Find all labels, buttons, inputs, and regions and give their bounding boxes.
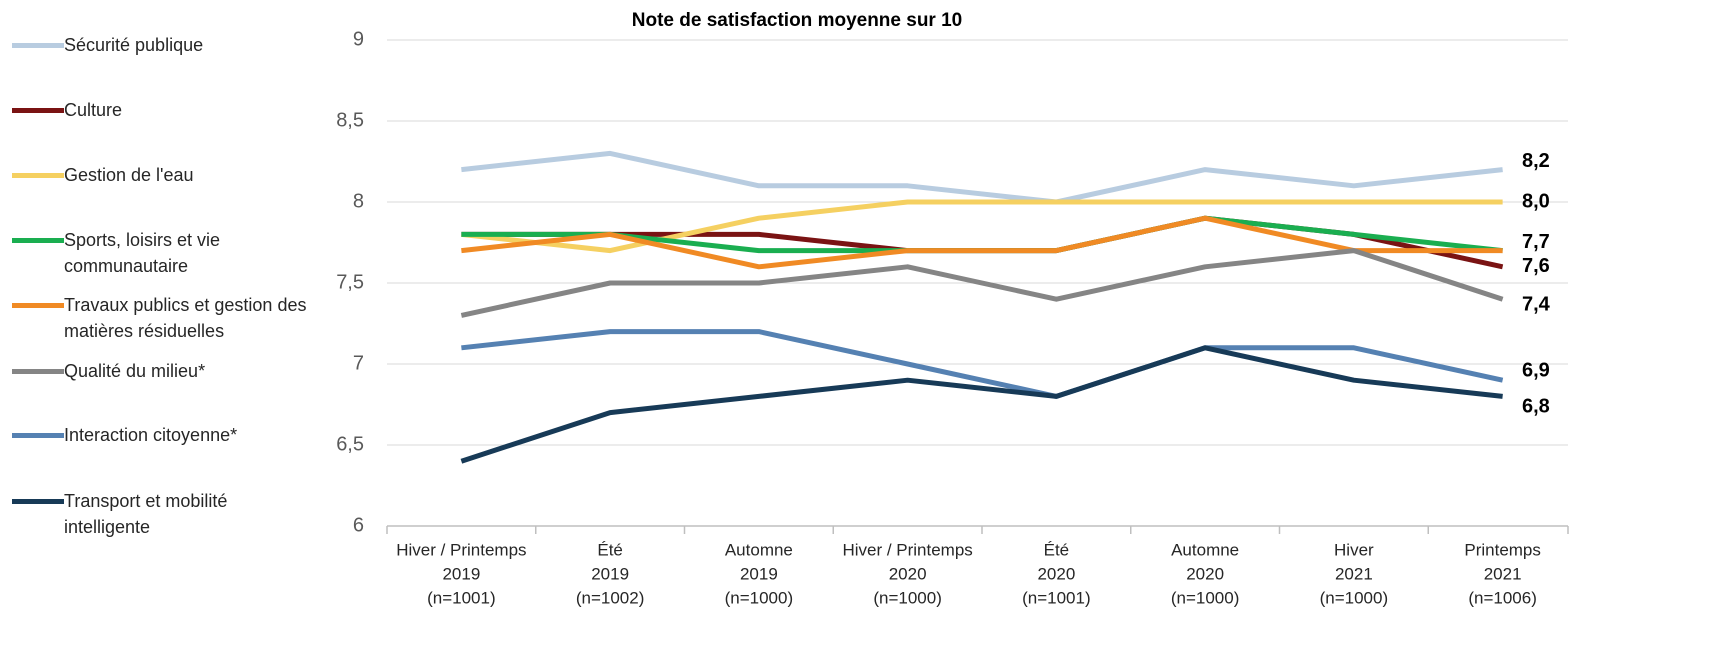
y-tick-label: 6 — [353, 514, 364, 536]
legend-swatch — [12, 369, 64, 374]
x-tick-label: (n=1001) — [1022, 588, 1091, 607]
legend-swatch — [12, 303, 64, 308]
chart-title: Note de satisfaction moyenne sur 10 — [632, 10, 963, 31]
legend-item: Travaux publics et gestion des matières … — [12, 292, 309, 344]
x-tick-label: 2019 — [591, 564, 629, 583]
y-tick-label: 7,5 — [336, 271, 364, 293]
y-tick-label: 6,5 — [336, 433, 364, 455]
legend-item: Culture — [12, 97, 309, 123]
data-label: 7,4 — [1522, 293, 1551, 315]
series-line — [461, 215, 1504, 270]
legend-label: Sécurité publique — [64, 35, 204, 55]
y-tick-label: 9 — [353, 28, 364, 50]
series-line — [460, 248, 1504, 318]
x-tick-label: Hiver / Printemps — [842, 540, 972, 559]
x-tick-label: (n=1006) — [1468, 588, 1537, 607]
data-label: 8,0 — [1522, 190, 1550, 212]
y-tick-label: 8,5 — [336, 109, 364, 131]
x-tick-label: (n=1000) — [873, 588, 942, 607]
legend-swatch — [12, 43, 64, 48]
x-tick-label: (n=1000) — [1171, 588, 1240, 607]
x-tick-label: Été — [1044, 540, 1070, 559]
x-tick-label: Automne — [725, 540, 793, 559]
series-line — [461, 215, 1503, 270]
x-tick-label: (n=1000) — [725, 588, 794, 607]
x-tick-label: 2020 — [889, 564, 927, 583]
legend-item: Gestion de l'eau — [12, 162, 309, 188]
x-tick-label: 2019 — [442, 564, 480, 583]
data-label: 6,9 — [1522, 359, 1550, 381]
legend-label: Gestion de l'eau — [64, 165, 194, 185]
x-tick-label: 2019 — [740, 564, 778, 583]
y-tick-label: 8 — [353, 190, 364, 212]
legend-swatch — [12, 238, 64, 243]
series-line — [461, 199, 1503, 254]
x-tick-label: Automne — [1171, 540, 1239, 559]
legend-item: Qualité du milieu* — [12, 358, 309, 384]
legend-item: Sécurité publique — [12, 32, 309, 58]
series-line — [460, 345, 1503, 464]
x-tick-label: 2020 — [1037, 564, 1075, 583]
x-tick-label: (n=1001) — [427, 588, 496, 607]
legend-label: Sports, loisirs et vie communautaire — [64, 230, 221, 276]
x-tick-label: Hiver — [1334, 540, 1374, 559]
x-tick-label: (n=1000) — [1320, 588, 1389, 607]
legend-item: Sports, loisirs et vie communautaire — [12, 227, 309, 279]
data-label: 6,8 — [1522, 396, 1550, 418]
legend-label: Interaction citoyenne* — [64, 425, 238, 445]
legend-item: Transport et mobilité intelligente — [12, 488, 309, 540]
series-line — [461, 329, 1504, 399]
x-tick-label: 2021 — [1484, 564, 1522, 583]
x-tick-label: Printemps — [1464, 540, 1541, 559]
data-label: 8,2 — [1522, 150, 1550, 172]
legend-swatch — [12, 173, 64, 178]
series-line — [461, 150, 1503, 205]
legend-item: Interaction citoyenne* — [12, 422, 309, 448]
data-label: 7,7 — [1522, 231, 1550, 253]
legend-label: Travaux publics et gestion des matières … — [64, 295, 307, 341]
legend-label: Transport et mobilité intelligente — [64, 491, 228, 537]
x-tick-label: Hiver / Printemps — [396, 540, 526, 559]
legend-label: Qualité du milieu* — [64, 361, 206, 381]
x-tick-label: Été — [597, 540, 623, 559]
legend-swatch — [12, 108, 64, 113]
legend-label: Culture — [64, 100, 123, 120]
x-tick-label: 2021 — [1335, 564, 1373, 583]
legend-swatch — [12, 433, 64, 438]
y-tick-label: 7 — [353, 352, 364, 374]
data-label: 7,6 — [1522, 255, 1550, 277]
x-tick-label: (n=1002) — [576, 588, 645, 607]
x-tick-label: 2020 — [1186, 564, 1224, 583]
legend-swatch — [12, 499, 64, 504]
